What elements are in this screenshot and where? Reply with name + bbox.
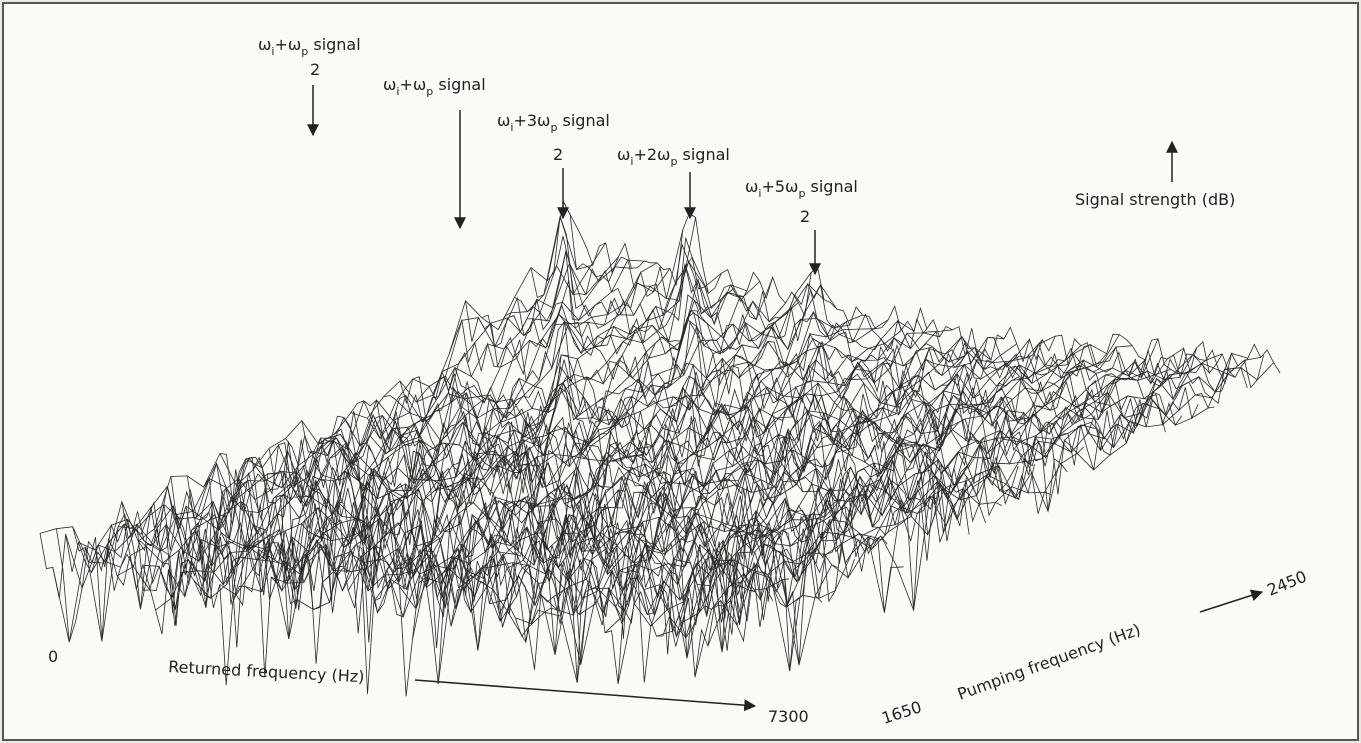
mesh-line	[52, 216, 593, 643]
annotation-part: ω	[383, 75, 396, 94]
annotation-part: +5ω	[761, 177, 798, 196]
annotation-part: p	[670, 155, 677, 168]
annotation: ωi+ωp signal	[258, 35, 361, 58]
annotation-part: +ω	[274, 35, 301, 54]
annotation-part: signal	[557, 111, 609, 130]
waterfall-mesh	[39, 200, 1281, 697]
mesh-line	[694, 362, 1236, 678]
mesh-line	[232, 277, 774, 603]
mesh-line	[91, 249, 632, 610]
mesh-line	[245, 300, 786, 593]
mesh-line	[78, 256, 619, 552]
mesh-line	[121, 501, 823, 672]
mesh-line	[168, 256, 709, 598]
mesh-line	[65, 242, 607, 590]
annotation-part: signal	[805, 177, 857, 196]
mesh-line	[707, 352, 1249, 672]
mesh-line	[527, 364, 1069, 683]
mesh-line	[271, 272, 812, 584]
mesh-line	[617, 338, 1159, 685]
annotation-part: signal	[677, 145, 729, 164]
z-label: Signal strength (dB)	[1075, 190, 1235, 209]
annotation-part: ω	[258, 35, 271, 54]
arrows	[307, 85, 1264, 712]
mesh-line	[318, 415, 1019, 506]
mesh-line	[72, 523, 774, 683]
mesh-line	[335, 328, 876, 592]
mesh-line	[733, 362, 1274, 666]
annotation-denominator: 2	[310, 60, 320, 79]
annotation: ωi+3ωp signal	[497, 111, 610, 134]
mesh-line	[116, 262, 658, 591]
annotation-part: +3ω	[513, 111, 550, 130]
mesh-line	[566, 344, 1107, 608]
axis-arrow	[1199, 589, 1264, 613]
mesh-line	[39, 200, 581, 564]
mesh-line	[383, 373, 1084, 495]
mesh-line	[104, 259, 645, 568]
mesh-line	[322, 311, 863, 600]
mesh-line	[347, 319, 889, 591]
mesh-line	[283, 283, 825, 584]
x-start: 0	[48, 647, 58, 666]
annotation-part: p	[798, 187, 805, 200]
annotation-part: signal	[308, 35, 360, 54]
mesh-line	[432, 351, 1134, 465]
mesh-line	[296, 284, 838, 610]
mesh-line	[399, 366, 1101, 471]
annotation-part: i	[758, 187, 761, 200]
mesh-line	[476, 343, 1017, 644]
annotation-part: +2ω	[633, 145, 670, 164]
annotation-part: p	[550, 121, 557, 134]
mesh-line	[450, 347, 992, 627]
mesh-line	[309, 318, 850, 592]
mesh-line	[540, 345, 1082, 616]
mesh-line	[437, 336, 979, 685]
annotation-part: ω	[745, 177, 758, 196]
annotation-denominator: 2	[800, 207, 810, 226]
mesh-line	[181, 260, 722, 609]
mesh-line	[412, 329, 953, 651]
mesh-line	[129, 268, 671, 568]
annotation: ωi+2ωp signal	[617, 145, 730, 168]
annotation-denominator: 2	[553, 145, 563, 164]
mesh-line	[465, 300, 1166, 440]
mesh-line	[514, 251, 1215, 409]
mesh-line	[643, 347, 1184, 639]
mesh-line	[682, 353, 1223, 623]
mesh-line	[463, 337, 1004, 591]
mesh-line	[656, 347, 1197, 653]
mesh-line	[206, 278, 748, 639]
annotation-part: p	[301, 45, 308, 58]
mesh-line	[425, 346, 966, 600]
annotation-part: i	[396, 85, 399, 98]
x-end: 7300	[768, 707, 809, 726]
mesh-line	[720, 357, 1261, 627]
annotation-part: signal	[433, 75, 485, 94]
mesh-line	[515, 335, 1056, 665]
mesh-line	[630, 368, 1171, 616]
annotation-part: i	[271, 45, 274, 58]
annotation-part: p	[426, 85, 433, 98]
mesh-line	[481, 311, 1183, 428]
annotation-part: i	[630, 155, 633, 168]
mesh-line	[186, 473, 888, 625]
annotation-part: i	[510, 121, 513, 134]
mesh-line	[386, 328, 928, 618]
annotation: ωi+ωp signal	[383, 75, 486, 98]
mesh-line	[579, 212, 1281, 378]
mesh-line	[285, 434, 986, 542]
mesh-line	[553, 364, 1094, 615]
annotation-part: ω	[497, 111, 510, 130]
axis-arrow	[414, 679, 757, 712]
annotation: ωi+5ωp signal	[745, 177, 858, 200]
annotation-part: ω	[617, 145, 630, 164]
annotation-part: +ω	[399, 75, 426, 94]
